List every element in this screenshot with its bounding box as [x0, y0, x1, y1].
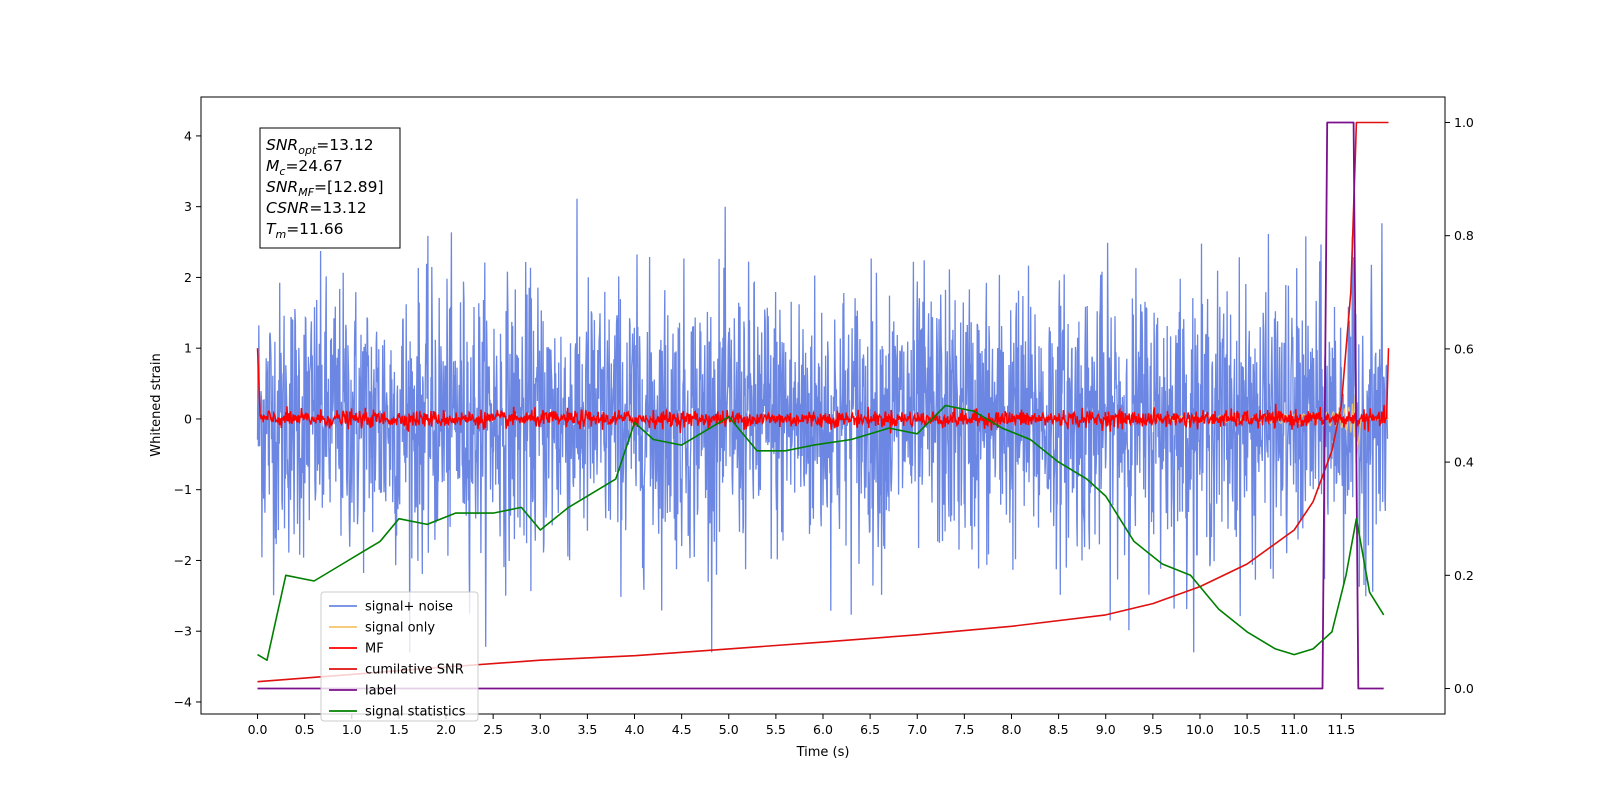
x-tick-label-17: 8.5: [1049, 722, 1069, 737]
series-signal-statistics: [257, 404, 1385, 662]
x-tick-label-6: 3.0: [530, 722, 550, 737]
series-signal-noise: [256, 198, 1389, 653]
annotation-frame: [259, 127, 401, 249]
x-tick-label-22: 11.0: [1280, 722, 1308, 737]
x-tick-label-7: 3.5: [577, 722, 597, 737]
x-tick-label-15: 7.5: [954, 722, 974, 737]
x-tick-label-23: 11.5: [1327, 722, 1355, 737]
y2-tick-label-0: 0.0: [1454, 681, 1474, 696]
y2-tick-label-1: 0.2: [1454, 568, 1474, 583]
y-tick-label-3: −1: [174, 482, 192, 497]
legend-label-1: signal only: [365, 621, 435, 636]
legend-label-5: signal statistics: [365, 705, 466, 720]
x-tick-label-16: 8.0: [1002, 722, 1022, 737]
x-tick-label-9: 4.5: [672, 722, 692, 737]
legend-label-0: signal+ noise: [365, 600, 453, 615]
y2-tick-label-3: 0.6: [1454, 341, 1474, 356]
series-mf: [256, 348, 1390, 434]
legend-label-4: label: [365, 684, 396, 699]
series-label: [257, 121, 1384, 690]
x-tick-label-19: 9.5: [1143, 722, 1163, 737]
y-tick-label-5: 1: [184, 341, 192, 356]
x-tick-label-5: 2.5: [483, 722, 503, 737]
annotation-line-1: Mc=24.67: [266, 157, 343, 178]
x-tick-label-14: 7.0: [907, 722, 927, 737]
axes-layer: 0.0 0.5 1.0 1.5 2.0 2.5 3.0 3.5 4.0 4.5 5.0 5.5 6.0 6…: [174, 115, 1474, 737]
x-tick-label-0: 0.0: [248, 722, 268, 737]
y-tick-label-0: −4: [174, 694, 192, 709]
annotation-line-2: SNRMF=[12.89]: [266, 178, 384, 199]
x-tick-label-12: 6.0: [813, 722, 833, 737]
x-tick-label-13: 6.5: [860, 722, 880, 737]
y2-tick-label-5: 1.0: [1454, 115, 1474, 130]
y-axis-label: Whitened strain: [149, 353, 164, 456]
annotation-line-0: SNRopt=13.12: [266, 136, 374, 157]
x-tick-label-21: 10.5: [1233, 722, 1261, 737]
x-tick-label-1: 0.5: [295, 722, 315, 737]
annotation-box: SNRopt=13.12Mc=24.67SNRMF=[12.89]CSNR=13…: [259, 127, 401, 249]
series-cumulative-snr: [257, 121, 1389, 683]
y-tick-label-7: 3: [184, 199, 192, 214]
annotation-line-3: CSNR=13.12: [266, 199, 367, 217]
y-tick-label-1: −3: [174, 624, 192, 639]
x-tick-label-18: 9.0: [1096, 722, 1116, 737]
x-tick-label-3: 1.5: [389, 722, 409, 737]
x-tick-label-4: 2.0: [436, 722, 456, 737]
y2-tick-label-2: 0.4: [1454, 455, 1474, 470]
legend-label-3: cumilative SNR: [365, 663, 464, 678]
x-axis-label: Time (s): [796, 745, 850, 760]
x-tick-label-10: 5.0: [719, 722, 739, 737]
x-tick-label-20: 10.0: [1186, 722, 1214, 737]
y-tick-label-8: 4: [184, 128, 192, 143]
legend-frame: [320, 591, 479, 722]
x-tick-label-2: 1.0: [342, 722, 362, 737]
y-tick-label-2: −2: [174, 553, 192, 568]
y2-tick-label-4: 0.8: [1454, 228, 1474, 243]
y-tick-label-6: 2: [184, 270, 192, 285]
y-tick-label-4: 0: [184, 411, 192, 426]
series-layer: [256, 121, 1390, 690]
annotation-line-4: Tm=11.66: [266, 220, 344, 241]
x-tick-label-8: 4.0: [625, 722, 645, 737]
legend-label-2: MF: [365, 642, 384, 657]
legend: signal+ noise signal only MF cumilative SNR…: [320, 591, 479, 722]
x-tick-label-11: 5.5: [766, 722, 786, 737]
